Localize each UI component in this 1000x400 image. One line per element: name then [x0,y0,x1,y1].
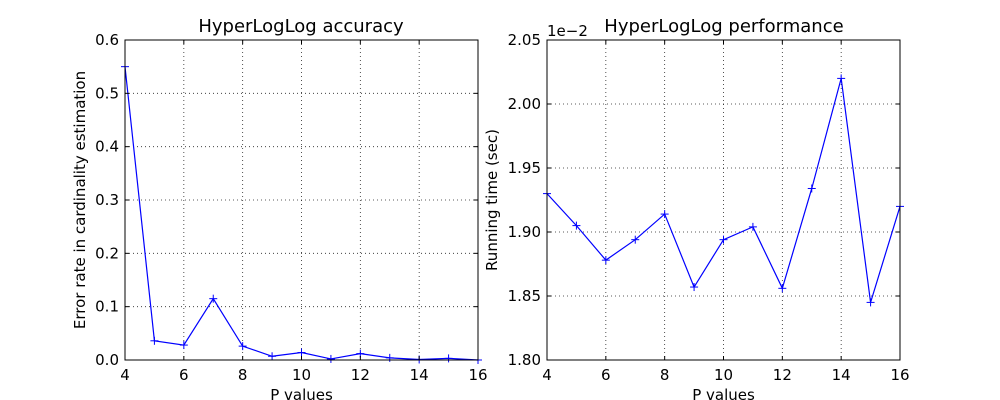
x-axis-label: P values [270,386,333,400]
y-tick-label: 1.85 [508,287,541,305]
data-point-marker [238,342,247,351]
x-tick-label: 16 [890,366,909,384]
data-point-marker [660,210,669,219]
data-point-marker [601,256,610,265]
x-tick-label: 14 [832,366,851,384]
data-point-marker [268,352,277,361]
data-point-marker [444,354,453,363]
data-point-marker [297,348,306,357]
data-point-marker [778,284,787,293]
x-tick-label: 6 [601,366,611,384]
data-point-marker [837,74,846,83]
y-tick-label: 0.5 [95,84,119,102]
x-tick-label: 4 [542,366,552,384]
y-tick-label: 1.95 [508,159,541,177]
data-point-marker [690,283,699,292]
x-tick-label: 16 [468,366,487,384]
y-axis-label: Running time (sec) [483,129,501,271]
x-tick-label: 12 [773,366,792,384]
data-point-marker [719,235,728,244]
x-tick-label: 12 [351,366,370,384]
x-tick-label: 8 [238,366,248,384]
performance-chart: 4 6 8 10 12 14 16 1.80 1.85 1.90 1.95 2.00 2.05 P val… [483,16,910,400]
data-point-marker [631,235,640,244]
y-tick-label: 0.4 [95,138,119,156]
data-point-marker [866,298,875,307]
y-tick-label: 1.80 [508,351,541,369]
y-tick-label: 0.6 [95,31,119,49]
x-tick-label: 4 [120,366,130,384]
data-point-marker [748,222,757,231]
data-point-marker [807,184,816,193]
x-tick-label: 6 [179,366,189,384]
y-tick-label: 2.00 [508,95,541,113]
data-point-marker [572,221,581,230]
axis-offset-text: 1e−2 [547,22,588,40]
y-tick-label: 0.1 [95,298,119,316]
y-tick-label: 2.05 [508,31,541,49]
chart-title: HyperLogLog accuracy [198,16,404,37]
data-point-marker [326,354,335,363]
y-tick-label: 0.3 [95,191,119,209]
data-point-marker [385,353,394,362]
chart-title: HyperLogLog performance [604,16,843,37]
y-tick-label: 0.2 [95,244,119,262]
x-tick-label: 10 [714,366,733,384]
x-tick-label: 10 [292,366,311,384]
x-tick-label: 8 [660,366,670,384]
y-tick-label: 1.90 [508,223,541,241]
data-point-marker [150,336,159,345]
y-tick-label: 0.0 [95,351,119,369]
x-axis-label: P values [692,386,755,400]
data-point-marker [209,294,218,303]
accuracy-chart: 4 6 8 10 12 14 16 0.0 0.1 0.2 0.3 0.4 0.5 0.6 P values… [71,16,488,400]
x-tick-label: 14 [410,366,429,384]
y-axis-label: Error rate in cardinality estimation [71,71,89,329]
data-point-marker [179,341,188,350]
